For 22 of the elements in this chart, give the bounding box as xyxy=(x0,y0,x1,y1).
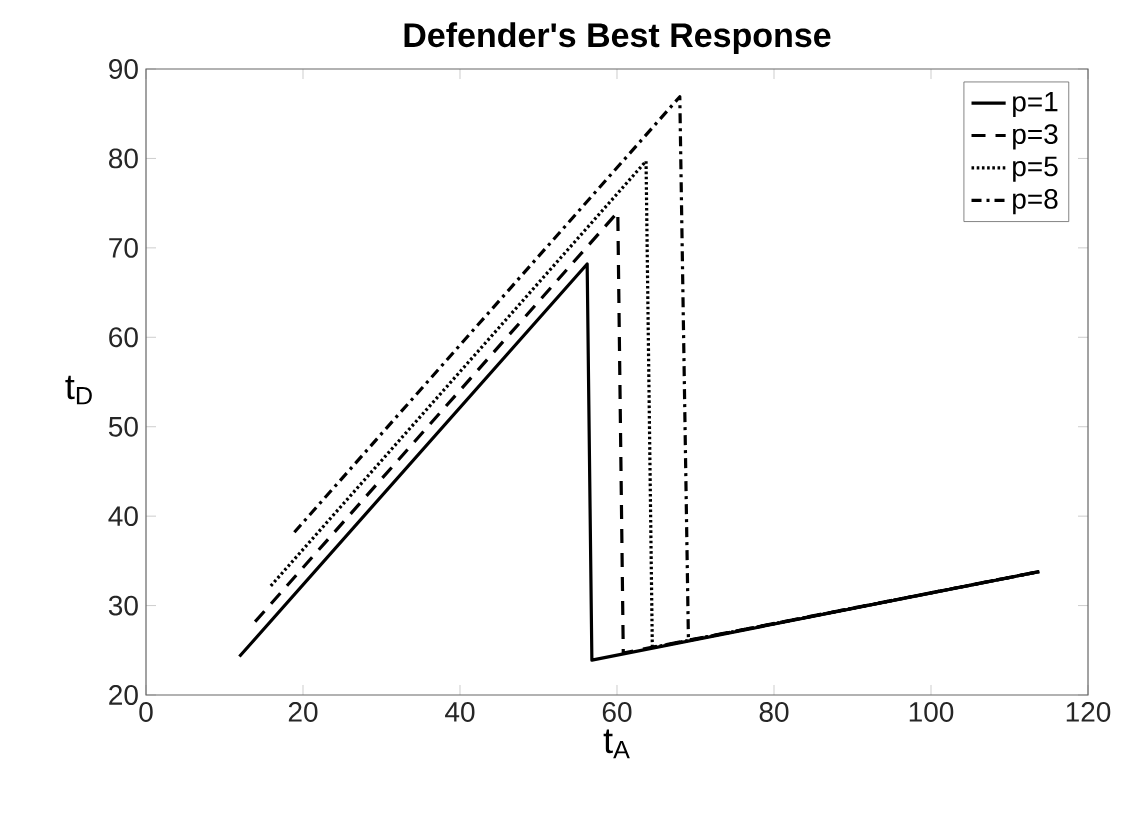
y-tick-label: 40 xyxy=(108,506,138,527)
legend-label: p=1 xyxy=(1013,91,1058,118)
x-tick-label: 0 xyxy=(139,702,153,722)
x-tick-label: 80 xyxy=(759,702,789,722)
y-tick-label: 60 xyxy=(109,327,138,348)
legend-label: p=5 xyxy=(1013,156,1058,182)
y-tick-label: 30 xyxy=(108,595,138,616)
y-tick-label: 20 xyxy=(109,685,138,705)
legend-label: p=3 xyxy=(1013,124,1058,150)
x-tick-label: 20 xyxy=(288,702,318,722)
legend-label: p=8 xyxy=(1013,189,1058,215)
y-tick-label: 50 xyxy=(108,416,138,437)
x-tick-label: 120 xyxy=(1066,702,1111,722)
x-tick-label: 40 xyxy=(445,702,475,722)
x-tick-label: 60 xyxy=(602,702,632,722)
y-axis-title: t$_{D}$ xyxy=(65,375,92,405)
x-tick-label: 100 xyxy=(909,702,954,722)
y-tick-label: 90 xyxy=(109,59,138,79)
chart-title: Defender's Best Response xyxy=(404,22,831,54)
y-tick-label: 80 xyxy=(109,148,138,169)
y-tick-label: 70 xyxy=(109,237,138,258)
x-axis-title: t$_{A}$ xyxy=(603,729,630,759)
